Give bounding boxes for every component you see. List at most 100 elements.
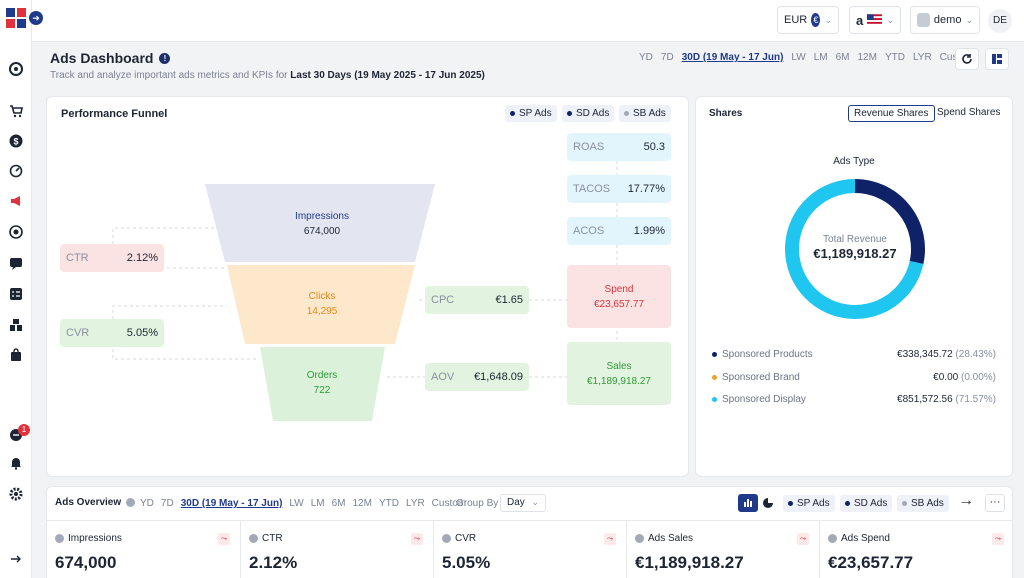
group-by-select[interactable]: Day ⌄ [500,494,546,512]
currency-select[interactable]: EUR € ⌄ [777,6,839,34]
layout-button[interactable] [985,48,1009,70]
bar-chart-view-button[interactable] [738,494,758,512]
period-option-2[interactable]: 30D (19 May - 17 Jun) [681,52,784,63]
period-option-6[interactable]: 12M [857,52,877,63]
sales-label: Sales [606,360,632,372]
boxes-icon[interactable] [9,318,23,332]
overview-period-option-4[interactable]: LM [310,498,325,509]
legend-dot-icon [712,397,717,402]
expand-sidebar-icon[interactable]: ➜ [29,11,43,25]
gear-icon[interactable] [9,487,23,501]
kpi-card-impressions[interactable]: Impressions ⤳ 674,000 [47,521,241,578]
overview-period-option-9[interactable]: Custom [431,498,467,509]
language-avatar[interactable]: DE [988,9,1012,33]
info-icon [635,534,644,543]
chip-label: SD Ads [576,108,610,119]
kpi-label-text: Ads Spend [841,533,890,544]
kpi-card-ads-spend[interactable]: Ads Spend ⤳ €23,657.77 [820,521,1014,578]
period-option-4[interactable]: LM [813,52,828,63]
overview-period-option-7[interactable]: YTD [378,498,399,509]
chip-sp-ads[interactable]: SP Ads [505,105,557,122]
subtitle-prefix: Track and analyze important ads metrics … [50,70,288,81]
donut-slice-sponsored-products[interactable] [854,179,925,264]
chip-sd-ads[interactable]: SD Ads [562,105,615,122]
kpi-card-ads-sales[interactable]: Ads Sales ⤳ €1,189,918.27 [627,521,820,578]
bell-icon[interactable] [9,456,23,470]
legend-name: Sponsored Products [722,349,813,360]
target-icon[interactable] [9,225,23,239]
overview-period-option-3[interactable]: LW [289,498,304,509]
trend-icon: ⤳ [604,533,616,545]
legend-pct: (0.00%) [960,372,996,383]
kpi-card-ctr[interactable]: CTR ⤳ 2.12% [241,521,434,578]
overview-chip-sd-ads[interactable]: SD Ads [840,495,893,512]
chip-sb-ads[interactable]: SB Ads [619,105,671,122]
legend-pct: (71.57%) [955,394,996,405]
info-icon[interactable] [126,498,136,507]
overview-period-option-1[interactable]: 7D [160,498,174,509]
tacos-value: 17.77% [627,183,665,195]
period-option-5[interactable]: 6M [835,52,850,63]
shopping-bag-icon[interactable] [9,348,23,362]
gauge-icon[interactable] [9,164,23,178]
trend-icon: ⤳ [992,533,1004,545]
revenue-shares-tab[interactable]: Revenue Shares [848,105,935,122]
acos-label: ACOS [573,225,605,237]
kpi-label-text: CTR [262,533,283,544]
trend-icon: ⤳ [218,533,230,545]
kpi-value: 674,000 [55,553,117,572]
group-by-value: Day [507,497,525,508]
marketplace-select[interactable]: a ⌄ [849,6,901,34]
spend-label: Spend [604,283,634,295]
overview-period-option-0[interactable]: YD [140,498,154,509]
chevron-down-icon: ⌄ [965,14,973,25]
period-option-1[interactable]: 7D [660,52,674,63]
overview-period-option-5[interactable]: 6M [331,498,346,509]
period-option-7[interactable]: YTD [884,52,905,63]
megaphone-icon[interactable] [9,194,23,208]
overview-period-option-2[interactable]: 30D (19 May - 17 Jun) [180,498,283,509]
user-menu[interactable]: demo ⌄ [910,6,980,34]
overview-chip-sb-ads[interactable]: SB Ads [897,495,949,512]
more-options-icon[interactable]: ··· [985,494,1005,512]
period-option-3[interactable]: LW [791,52,806,63]
kpi-card-cvr[interactable]: CVR ⤳ 5.05% [434,521,627,578]
period-option-0[interactable]: YD [639,52,653,63]
cart-icon[interactable] [9,104,23,118]
dollar-icon[interactable]: $ [9,134,23,148]
legend-dot-icon [712,352,717,357]
page-title-text: Ads Dashboard [50,50,154,66]
trend-icon: ⤳ [797,533,809,545]
donut-chart-title: Ads Type [833,156,875,167]
overview-chip-sp-ads[interactable]: SP Ads [783,495,835,512]
overview-period-option-8[interactable]: LYR [405,498,425,509]
overview-title-text: Ads Overview [55,497,122,508]
refresh-button[interactable] [955,48,979,70]
dashboard-icon[interactable] [9,62,23,76]
impressions-value: 674,000 [303,226,341,237]
page-title: Ads Dashboard ! [50,50,171,66]
period-option-8[interactable]: LYR [912,52,932,63]
legend-name: Sponsored Display [722,394,806,405]
donut-slice-sponsored-display[interactable] [785,179,924,319]
sales-value: €1,189,918.27 [587,375,651,387]
ads-overview-panel: Ads Overview YD 7D 30D (19 May - 17 Jun) LW… [46,486,1013,578]
checklist-icon[interactable] [9,287,23,301]
orders-stage: Orders 722 [267,368,377,398]
reviews-icon[interactable] [9,256,23,270]
overview-period-option-6[interactable]: 12M [352,498,372,509]
roas-label: ROAS [573,141,605,153]
tacos-box: TACOS 17.77% [567,175,671,203]
pie-chart-view-icon[interactable] [760,495,776,511]
spend-box: Spend €23,657.77 [567,265,671,328]
sidebar: ➜ $ 1 [0,0,43,578]
info-icon [828,534,837,543]
logout-arrow-icon[interactable] [9,552,23,566]
app-logo[interactable] [6,8,26,28]
info-icon[interactable]: ! [159,52,171,64]
orders-label: Orders [306,370,338,381]
bar-chart-icon [744,499,752,507]
spend-shares-tab[interactable]: Spend Shares [937,107,1001,118]
chip-label: SP Ads [797,498,830,509]
arrow-right-icon[interactable]: → [958,492,974,509]
